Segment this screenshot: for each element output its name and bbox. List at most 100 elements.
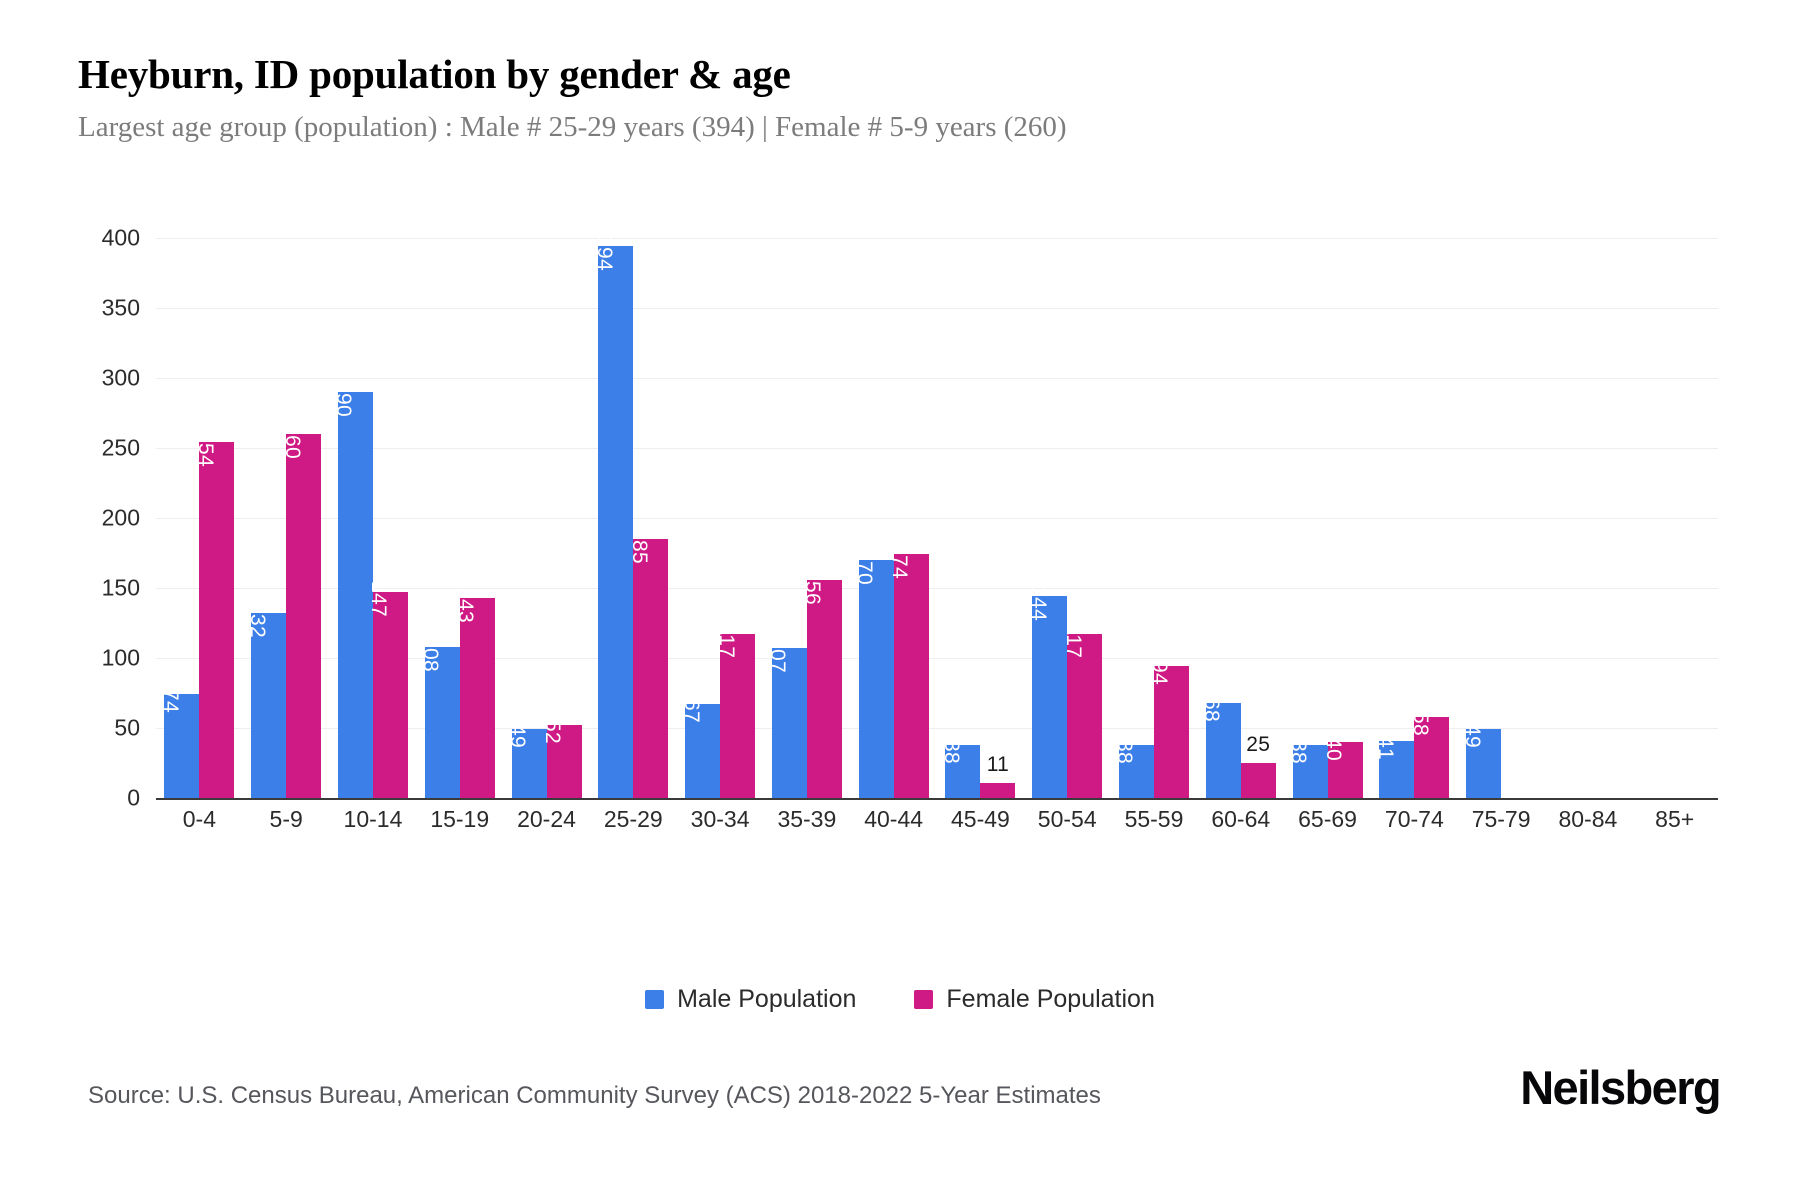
bar-value-label: 254 xyxy=(193,431,217,468)
x-axis-tick: 85+ xyxy=(1655,806,1695,832)
bar-group: 290 147 xyxy=(330,238,417,798)
square-swatch-icon xyxy=(645,990,665,1009)
bar-value-label: 68 xyxy=(1200,697,1224,722)
gridline xyxy=(156,728,1718,729)
chart-legend: Male Population Female Population xyxy=(0,985,1800,1014)
square-swatch-icon xyxy=(914,990,934,1009)
gridline xyxy=(156,588,1718,589)
x-axis-tick: 40-44 xyxy=(864,806,924,832)
male-bar[interactable]: 394 xyxy=(593,235,634,798)
bar-group: 107 156 xyxy=(763,238,850,798)
female-bar[interactable]: 25 xyxy=(1240,733,1276,798)
female-bar[interactable]: 117 xyxy=(715,624,756,798)
y-axis-tick: 300 xyxy=(101,364,140,391)
female-bar[interactable]: 156 xyxy=(801,569,842,798)
bar-group: 68 25 xyxy=(1197,238,1284,798)
female-bar[interactable]: 40 xyxy=(1322,737,1363,798)
bar-value-label: 74 xyxy=(158,689,182,714)
female-bar[interactable]: 185 xyxy=(628,528,669,798)
bar-value-label: 144 xyxy=(1026,585,1050,622)
bar-value-label: 94 xyxy=(1148,661,1172,686)
bar-value-label: 38 xyxy=(1287,739,1311,764)
x-axis-tick: 5-9 xyxy=(269,806,303,832)
male-bar[interactable]: 38 xyxy=(1287,740,1328,798)
bar-value-label: 107 xyxy=(766,637,790,674)
bar-group: 67 117 xyxy=(677,238,764,798)
chart-subtitle: Largest age group (population) : Male # … xyxy=(78,110,1067,143)
bar-group: 38 94 xyxy=(1111,238,1198,798)
bar-value-label: 38 xyxy=(1113,739,1137,764)
male-bar[interactable]: 290 xyxy=(332,381,373,798)
legend-item-female[interactable]: Female Population xyxy=(914,985,1155,1014)
y-axis-tick: 50 xyxy=(114,714,140,741)
y-axis-tick: 150 xyxy=(101,574,140,601)
male-bar[interactable]: 49 xyxy=(506,724,547,798)
plot-area: 0 50 100 150 200 250 300 350 400 74 254 132 260 290 1… xyxy=(78,225,1718,811)
female-bar[interactable]: 254 xyxy=(194,431,235,798)
male-bar[interactable]: 108 xyxy=(419,636,460,798)
female-bar[interactable]: 143 xyxy=(454,587,495,798)
bar-group: 38 11 xyxy=(937,238,1024,798)
bar-value-label: 394 xyxy=(592,235,616,272)
y-axis-tick: 350 xyxy=(101,294,140,321)
bar-value-label: 117 xyxy=(714,624,738,659)
male-bar[interactable]: 67 xyxy=(680,699,721,798)
male-bar[interactable]: 144 xyxy=(1027,585,1068,798)
x-axis-tick: 80-84 xyxy=(1558,806,1618,832)
bar-value-label: 58 xyxy=(1408,711,1432,736)
x-axis-tick: 65-69 xyxy=(1298,806,1357,832)
gridline xyxy=(156,448,1718,449)
female-bar[interactable]: 174 xyxy=(888,543,929,798)
bar-value-label: 49 xyxy=(1460,724,1484,749)
male-bar[interactable]: 107 xyxy=(766,637,807,798)
gridline xyxy=(156,378,1718,379)
male-bar[interactable]: 68 xyxy=(1200,698,1241,798)
x-axis-tick: 75-79 xyxy=(1471,806,1531,832)
x-axis: 0-4 5-9 10-14 15-19 20-24 25-29 30-34 35-39 40-4… xyxy=(156,806,1718,833)
page-title: Heyburn, ID population by gender & age xyxy=(78,51,791,97)
bar-value-label: 67 xyxy=(679,699,703,724)
gridlines xyxy=(156,238,1718,800)
bar-value-label: 11 xyxy=(986,752,1010,776)
neilsberg-logo: Neilsberg xyxy=(1520,1061,1721,1114)
bar-group: 74 254 xyxy=(156,238,243,798)
male-bar[interactable]: 132 xyxy=(246,602,287,798)
bar-value-label: 41 xyxy=(1373,735,1397,760)
y-axis-tick: 200 xyxy=(101,504,140,531)
bar-value-label: 156 xyxy=(801,568,825,605)
bar-group: 108 143 xyxy=(416,238,503,798)
x-axis-tick: 25-29 xyxy=(603,806,663,832)
y-axis-tick: 0 xyxy=(127,784,140,811)
bar-group: 38 40 xyxy=(1284,238,1371,798)
bar-value-label: 108 xyxy=(419,635,443,672)
male-bar[interactable]: 38 xyxy=(1113,740,1154,798)
x-axis-tick: 0-4 xyxy=(182,806,217,832)
bar-value-label: 290 xyxy=(332,381,356,417)
bar-value-label: 25 xyxy=(1246,733,1271,756)
male-bar[interactable]: 170 xyxy=(853,549,894,798)
x-axis-tick: 50-54 xyxy=(1037,806,1097,832)
female-bar[interactable]: 11 xyxy=(980,753,1016,798)
female-bar[interactable]: 58 xyxy=(1409,712,1450,798)
gridline xyxy=(156,238,1718,239)
legend-label: Male Population xyxy=(677,985,857,1013)
bar-group: 49 52 xyxy=(503,238,590,798)
female-bar[interactable]: 117 xyxy=(1062,624,1103,798)
x-axis-tick: 70-74 xyxy=(1384,806,1444,832)
male-bar[interactable]: 49 xyxy=(1461,724,1502,798)
male-bar[interactable]: 41 xyxy=(1374,736,1415,798)
female-bar[interactable]: 147 xyxy=(367,581,408,798)
legend-item-male[interactable]: Male Population xyxy=(645,985,856,1014)
y-axis-tick: 100 xyxy=(101,644,140,671)
x-axis-tick: 45-49 xyxy=(951,806,1010,832)
female-bar[interactable]: 260 xyxy=(281,423,322,798)
source-note: Source: U.S. Census Bureau, American Com… xyxy=(88,1082,1101,1109)
female-bar[interactable]: 52 xyxy=(541,720,582,798)
male-bar[interactable]: 38 xyxy=(940,740,981,798)
male-bar[interactable]: 74 xyxy=(159,689,200,798)
bar-group: 170 174 xyxy=(850,238,937,798)
female-bar[interactable]: 94 xyxy=(1148,661,1189,798)
bar-series-container: 74 254 132 260 290 147 108 143 49 52 394 185 67 117 10… xyxy=(156,235,1718,798)
bar-value-label: 49 xyxy=(506,724,530,749)
